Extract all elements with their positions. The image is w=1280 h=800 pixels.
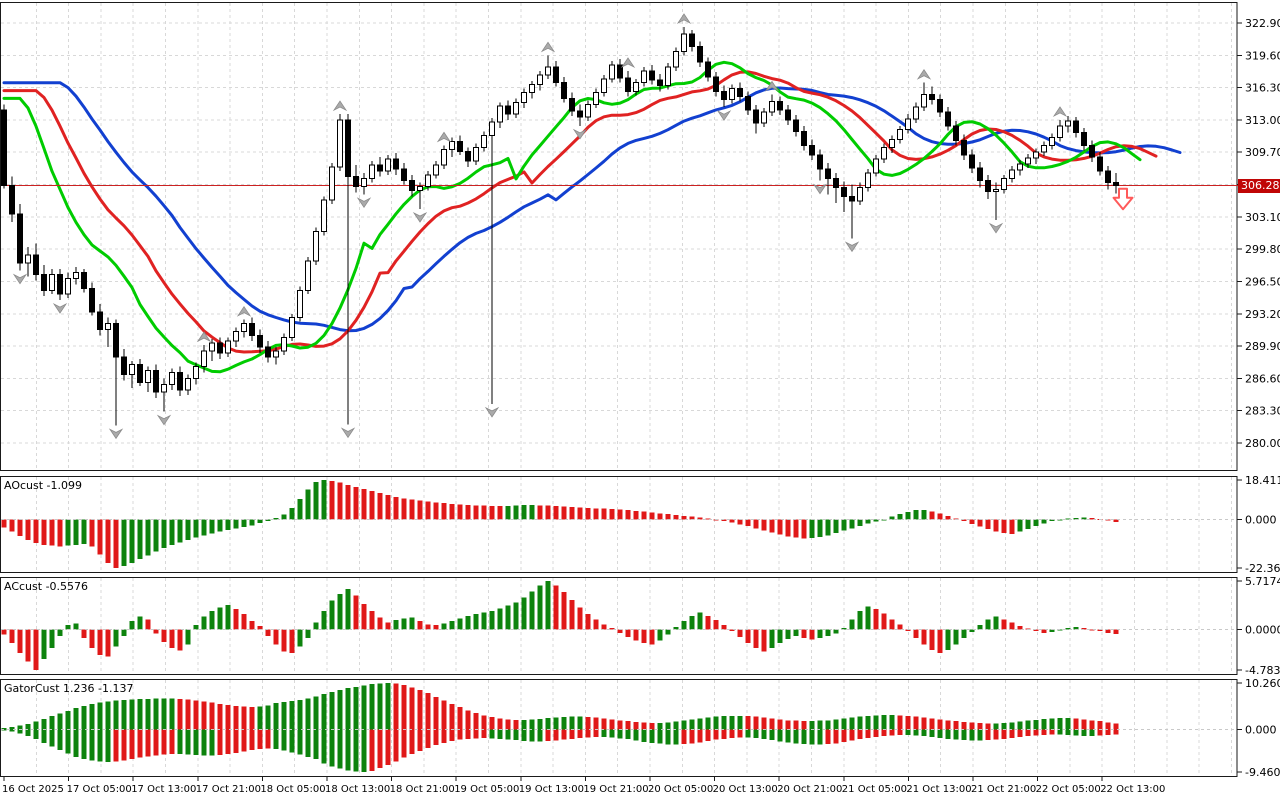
time-tick-label: 20 Oct 21:00 (777, 784, 842, 795)
ao-histogram (1, 480, 1237, 568)
fractal-up-icon (1052, 106, 1068, 117)
fractal-up-icon (540, 41, 556, 53)
candles-layer (1, 26, 1119, 426)
ac-axis: 5.7174 0.0000 -4.7832 (1237, 575, 1280, 677)
price-axis[interactable]: 322.90319.60316.30313.00309.70306.40303.… (1237, 17, 1280, 450)
ac-tick-label: -4.7832 (1245, 664, 1280, 677)
time-tick-label: 21 Oct 21:00 (971, 784, 1036, 795)
fractal-down-icon (108, 428, 124, 440)
time-tick-label: 21 Oct 13:00 (906, 784, 971, 795)
ao-tick-label: 0.000 (1245, 514, 1277, 527)
price-tick-label: 280.00 (1245, 437, 1280, 450)
price-tick-label: 296.50 (1245, 275, 1280, 288)
fractal-down-icon (156, 414, 172, 426)
price-tick-label: 289.90 (1245, 340, 1280, 353)
time-tick-label: 19 Oct 13:00 (519, 784, 584, 795)
fractal-up-icon (436, 131, 452, 143)
price-tick-label: 293.20 (1245, 308, 1280, 321)
indicator-label-ac: ACcust -0.5576 (4, 580, 89, 593)
price-tick-label: 283.30 (1245, 405, 1280, 418)
time-tick-label: 18 Oct 13:00 (325, 784, 390, 795)
fractal-down-icon (572, 128, 588, 140)
sell-signal-arrow (1112, 187, 1134, 211)
time-tick-label: 17 Oct 13:00 (131, 784, 196, 795)
panel-frames (0, 2, 1238, 777)
ao-tick-label: 18.411 (1245, 474, 1280, 487)
gator-upper-histogram (1, 683, 1237, 730)
price-tick-label: 319.60 (1245, 49, 1280, 62)
time-tick-label: 19 Oct 21:00 (583, 784, 648, 795)
fractal-up-icon (916, 69, 932, 80)
alligator-jaw-line (2, 81, 1182, 333)
gator-tick-label: 0.000 (1245, 723, 1277, 736)
price-tick-label: 303.10 (1245, 211, 1280, 224)
fractal-up-icon (676, 13, 692, 24)
time-tick-label: 20 Oct 05:00 (648, 784, 713, 795)
fractal-up-icon (236, 305, 252, 317)
time-tick-label: 19 Oct 05:00 (454, 784, 519, 795)
indicator-label-gator: GatorCust 1.236 -1.137 (4, 682, 134, 695)
fractal-down-icon (52, 303, 68, 314)
price-tick-label: 313.00 (1245, 114, 1280, 127)
fractal-up-icon (620, 57, 636, 69)
time-tick-label: 17 Oct 21:00 (196, 784, 261, 795)
sell-arrow-icon (1112, 187, 1134, 211)
ac-tick-label: 0.0000 (1245, 623, 1280, 636)
gator-axis: 10.260 0.000 -9.460 (1237, 677, 1280, 779)
ac-histogram (1, 581, 1237, 670)
time-tick-label: 18 Oct 21:00 (390, 784, 455, 795)
price-tick-label: 322.90 (1245, 17, 1280, 30)
fractal-down-icon (484, 406, 500, 418)
gator-tick-label: 10.260 (1245, 677, 1280, 690)
time-tick-label: 22 Oct 05:00 (1036, 784, 1101, 795)
time-axis[interactable]: 16 Oct 2025 17 Oct 05:00 17 Oct 13:00 17 Oc… (2, 776, 1165, 795)
time-tick-label: 17 Oct 05:00 (67, 784, 132, 795)
fractal-down-icon (356, 197, 372, 209)
fractal-down-icon (844, 241, 860, 253)
gator-tick-label: -9.460 (1245, 766, 1280, 779)
fractal-up-icon (764, 80, 780, 92)
fractal-up-icon (196, 331, 212, 343)
ao-axis: 18.411 0.000 -22.369 (1237, 474, 1280, 575)
ac-tick-label: 5.7174 (1245, 575, 1280, 588)
price-tick-label: 286.60 (1245, 372, 1280, 385)
fractal-down-icon (12, 273, 28, 285)
fractal-down-icon (716, 110, 732, 121)
fractal-down-icon (412, 211, 428, 223)
ao-tick-label: -22.369 (1245, 562, 1280, 575)
gator-lower-histogram (1, 728, 1237, 772)
indicator-label-ao: AOcust -1.099 (4, 479, 83, 492)
fractal-down-icon (988, 222, 1004, 234)
fractal-down-icon (340, 427, 356, 439)
price-tick-label: 299.80 (1245, 243, 1280, 256)
time-tick-label: 16 Oct 2025 (2, 784, 64, 795)
fractal-arrows (12, 13, 1068, 440)
fractal-up-icon (332, 100, 348, 112)
current-price-tag: 306.28 (1238, 179, 1280, 193)
current-price-value: 306.28 (1241, 179, 1280, 192)
price-tick-label: 309.70 (1245, 146, 1280, 159)
grid-layer (1, 3, 1237, 775)
time-tick-label: 18 Oct 05:00 (260, 784, 325, 795)
time-tick-label: 20 Oct 13:00 (713, 784, 778, 795)
price-tick-label: 316.30 (1245, 82, 1280, 95)
fractal-down-icon (812, 183, 828, 195)
time-tick-label: 22 Oct 13:00 (1100, 784, 1165, 795)
time-tick-label: 21 Oct 05:00 (842, 784, 907, 795)
